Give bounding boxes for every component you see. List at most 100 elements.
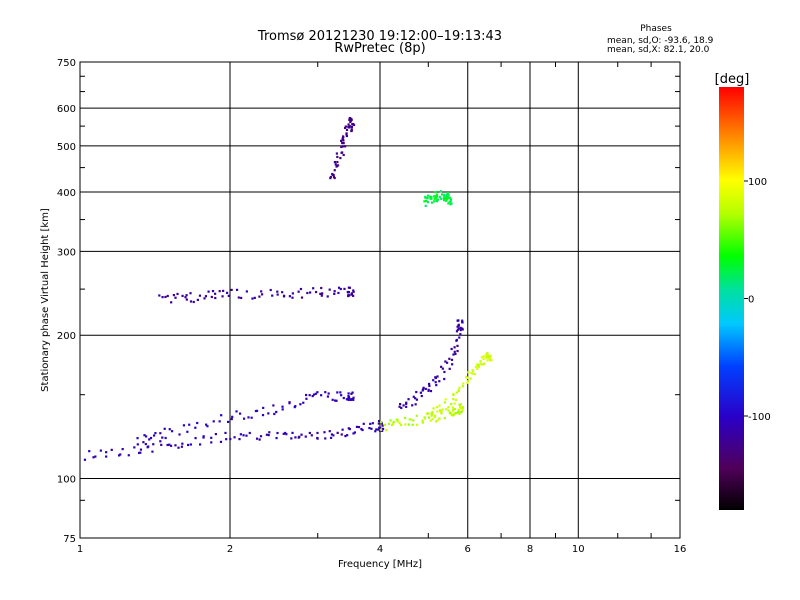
data-point bbox=[489, 354, 492, 357]
data-point bbox=[121, 447, 124, 451]
data-point bbox=[275, 436, 278, 440]
data-point bbox=[349, 120, 352, 124]
data-point bbox=[273, 412, 276, 416]
data-point bbox=[402, 404, 405, 407]
data-point bbox=[457, 388, 460, 392]
data-point bbox=[436, 410, 439, 413]
data-point bbox=[219, 440, 223, 443]
data-point bbox=[460, 410, 463, 414]
data-point bbox=[222, 289, 225, 292]
data-point bbox=[210, 295, 213, 299]
x-tick-label: 10 bbox=[572, 544, 585, 555]
data-point bbox=[143, 434, 146, 437]
data-point bbox=[345, 134, 349, 138]
data-point bbox=[456, 328, 459, 331]
data-point bbox=[377, 419, 381, 423]
data-point bbox=[297, 436, 300, 439]
data-point bbox=[308, 394, 311, 397]
data-point bbox=[337, 286, 341, 289]
data-point bbox=[312, 287, 315, 290]
data-point bbox=[166, 443, 169, 447]
data-point bbox=[452, 393, 455, 397]
data-point bbox=[351, 123, 354, 126]
phases-o-stats: mean, sd,O: -93.6, 18.9 bbox=[607, 36, 714, 46]
data-point bbox=[352, 289, 355, 292]
data-point bbox=[479, 360, 482, 363]
colorbar-tick-label: 0 bbox=[748, 295, 754, 306]
data-point bbox=[342, 142, 345, 145]
data-point bbox=[352, 396, 355, 399]
data-point bbox=[99, 449, 102, 452]
data-point bbox=[458, 336, 461, 339]
data-point bbox=[225, 438, 228, 441]
data-point bbox=[127, 454, 130, 457]
data-point bbox=[453, 412, 456, 415]
data-point bbox=[416, 423, 419, 426]
data-point bbox=[299, 287, 303, 291]
data-point bbox=[360, 427, 363, 431]
data-point bbox=[347, 286, 350, 289]
data-point bbox=[450, 411, 453, 415]
data-point bbox=[320, 294, 323, 297]
x-tick-label: 1 bbox=[77, 544, 83, 555]
data-point bbox=[362, 422, 365, 425]
data-point bbox=[154, 431, 157, 435]
data-point bbox=[291, 292, 294, 295]
data-point bbox=[473, 373, 477, 376]
data-point bbox=[133, 446, 136, 449]
data-point bbox=[445, 408, 448, 411]
data-point bbox=[445, 193, 449, 197]
data-point bbox=[332, 173, 335, 177]
y-axis-ticks: 75 100 200 300 400 500 600 750 bbox=[57, 58, 680, 545]
data-point bbox=[421, 419, 424, 422]
data-point bbox=[436, 419, 439, 422]
data-point bbox=[349, 119, 353, 122]
data-point bbox=[440, 197, 443, 200]
data-point bbox=[282, 432, 285, 435]
data-point bbox=[245, 290, 248, 293]
data-point bbox=[253, 296, 256, 299]
data-point bbox=[485, 356, 489, 359]
data-point bbox=[442, 199, 446, 202]
data-point bbox=[347, 392, 350, 395]
data-point bbox=[430, 201, 434, 204]
data-point bbox=[336, 431, 339, 434]
data-point bbox=[180, 445, 184, 448]
data-point bbox=[421, 389, 424, 392]
data-point bbox=[348, 125, 352, 128]
data-point bbox=[438, 404, 441, 407]
data-point bbox=[421, 421, 424, 424]
data-point bbox=[83, 458, 87, 461]
data-point bbox=[345, 398, 348, 401]
data-point bbox=[456, 344, 459, 347]
data-point bbox=[350, 398, 353, 401]
data-point bbox=[466, 380, 470, 383]
data-point bbox=[329, 436, 333, 439]
data-point bbox=[429, 419, 432, 422]
data-point bbox=[486, 359, 489, 362]
data-point bbox=[260, 290, 263, 293]
data-point bbox=[438, 195, 441, 198]
data-point bbox=[438, 380, 441, 383]
data-point bbox=[440, 193, 444, 196]
data-point bbox=[471, 369, 474, 372]
data-point bbox=[314, 392, 317, 395]
data-point bbox=[457, 327, 461, 330]
data-point bbox=[291, 296, 294, 299]
data-point bbox=[255, 409, 259, 412]
data-point bbox=[335, 152, 339, 155]
data-point bbox=[459, 328, 462, 332]
x-tick-label: 2 bbox=[227, 544, 233, 555]
data-point bbox=[242, 417, 246, 420]
data-point bbox=[336, 155, 339, 159]
grid bbox=[80, 62, 680, 538]
data-point bbox=[459, 326, 462, 329]
data-point bbox=[343, 287, 346, 291]
data-point bbox=[485, 353, 489, 356]
data-point bbox=[262, 406, 265, 410]
data-point bbox=[446, 192, 449, 195]
data-point bbox=[457, 408, 460, 411]
data-point bbox=[340, 433, 343, 436]
data-point bbox=[119, 453, 122, 456]
